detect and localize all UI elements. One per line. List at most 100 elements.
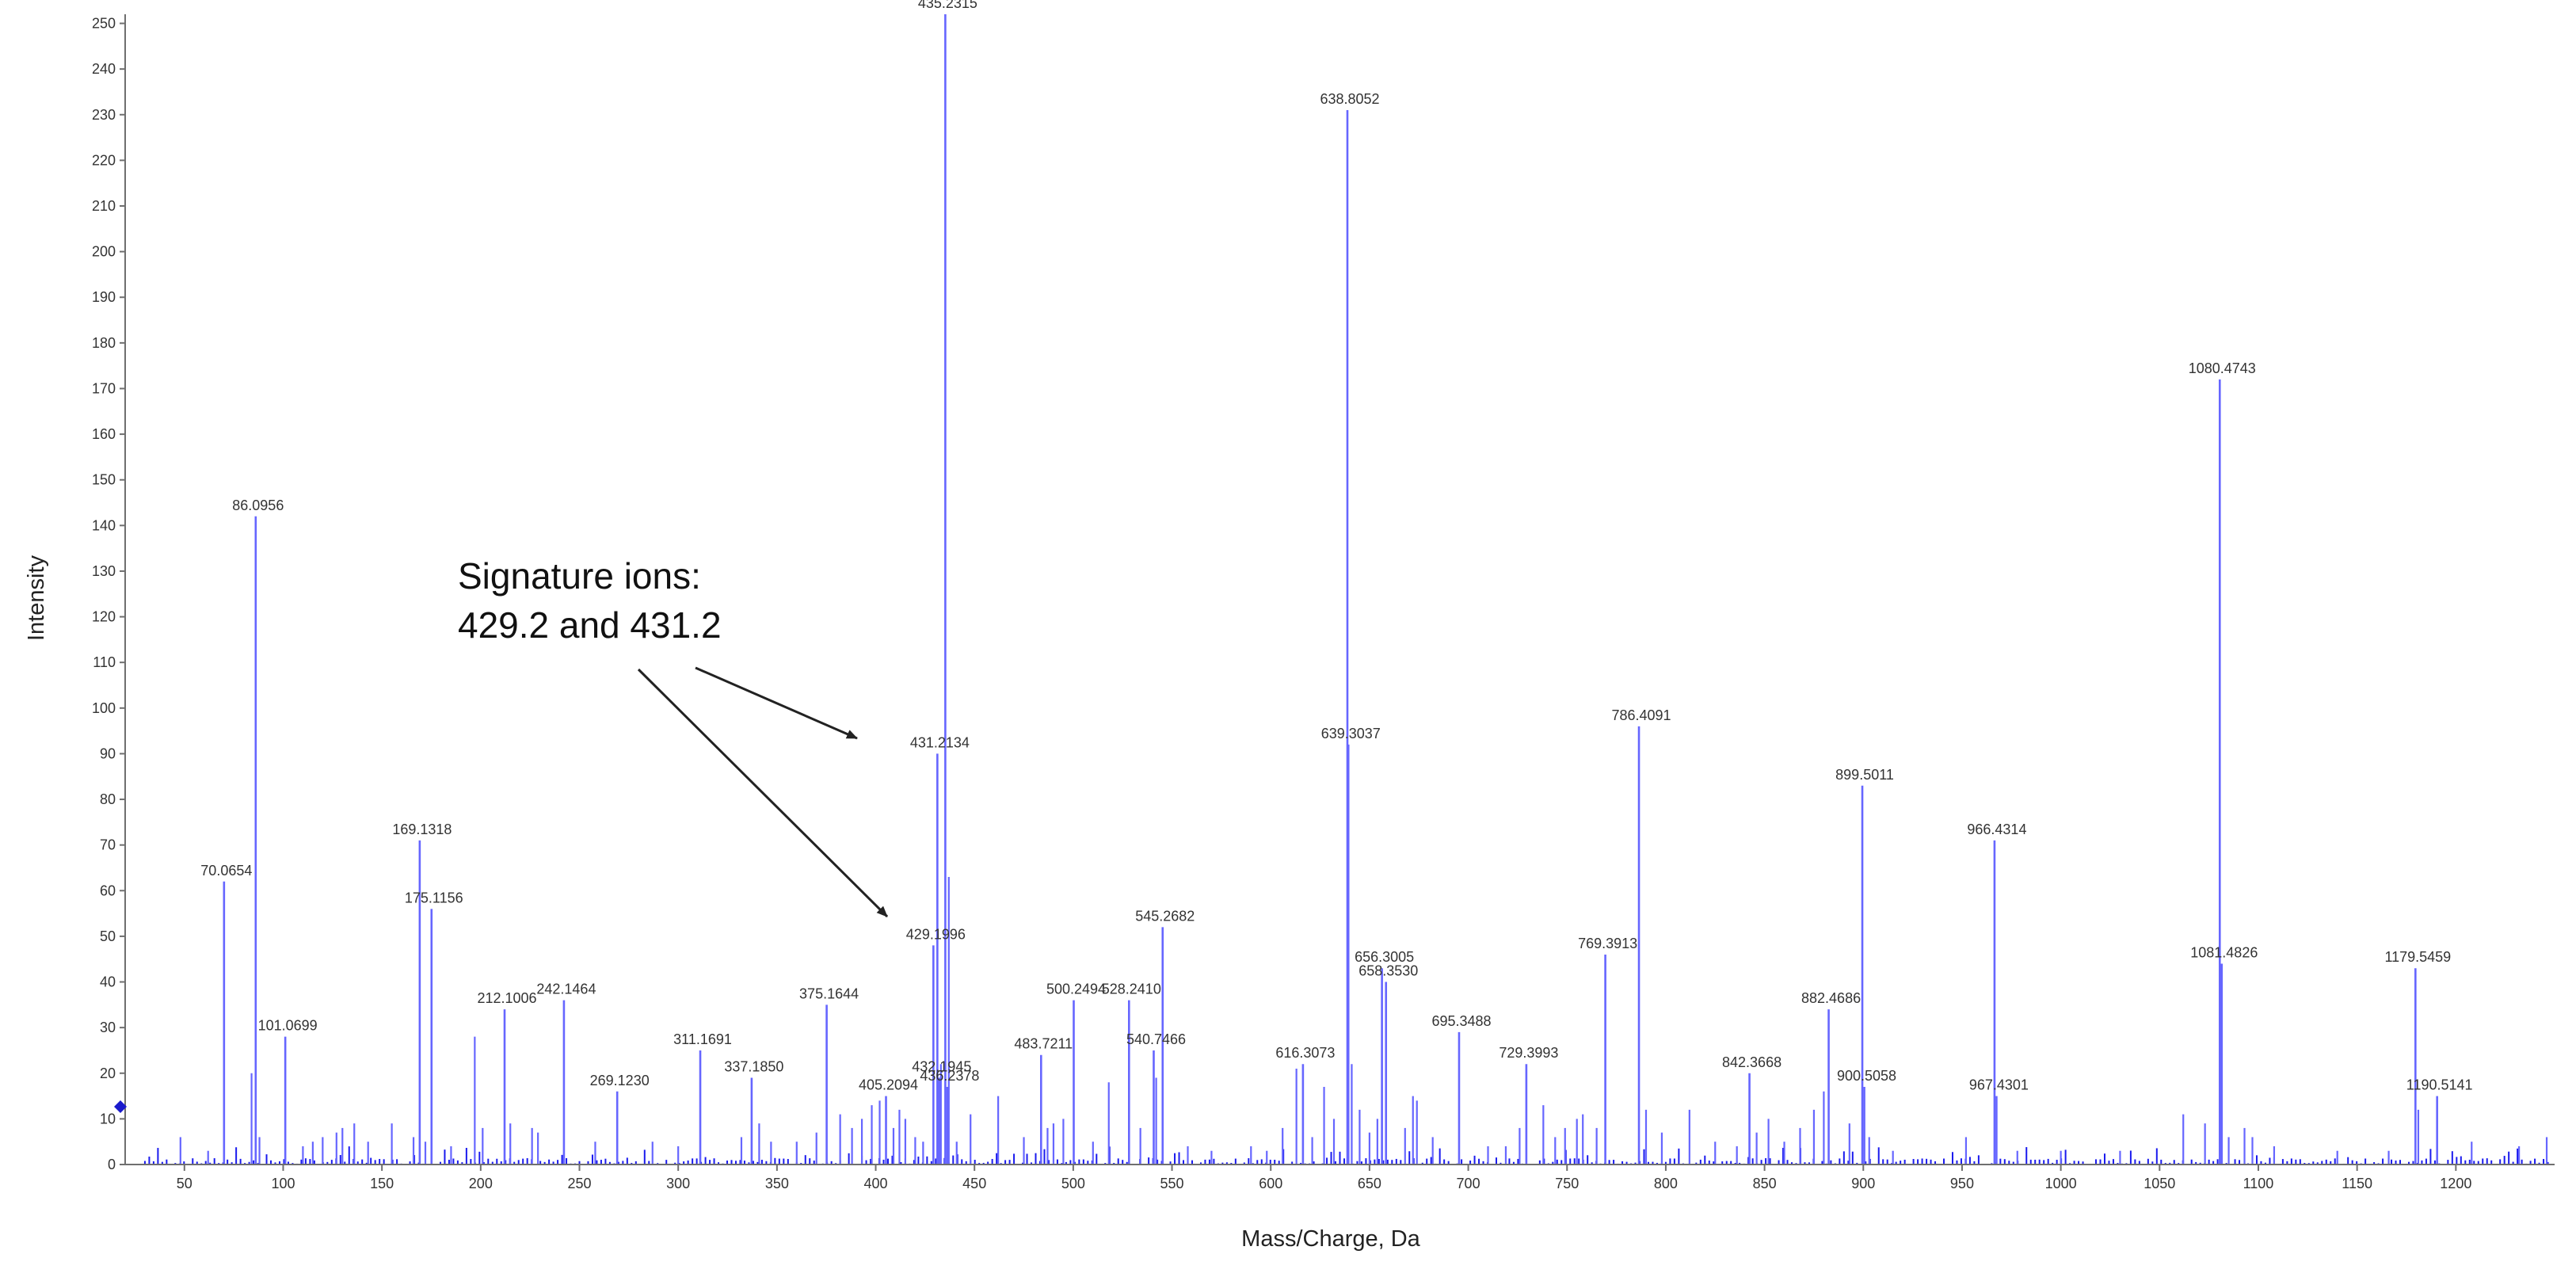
y-tick-label: 0	[108, 1157, 116, 1172]
x-tick-label: 750	[1555, 1176, 1579, 1191]
peak-label: 483.7211	[1014, 1036, 1073, 1052]
peak-label: 769.3913	[1578, 936, 1637, 951]
annotation-arrow-431	[695, 666, 858, 740]
peak-label: 882.4686	[1801, 990, 1861, 1006]
peak-label: 616.3073	[1275, 1045, 1335, 1061]
x-tick-label: 450	[962, 1176, 986, 1191]
peak-label: 429.1996	[906, 926, 966, 942]
x-tick-label: 900	[1851, 1176, 1875, 1191]
x-tick-label: 1200	[2440, 1176, 2471, 1191]
x-tick-label: 50	[177, 1176, 192, 1191]
x-tick-label: 550	[1160, 1176, 1184, 1191]
y-axis-ticks: 0 10 20 30 40 50 60 70 80 90 100 110 120 130 140 150 160…	[92, 16, 125, 1172]
peak-label: 375.1644	[799, 985, 859, 1001]
annotation-arrow-429	[637, 668, 889, 918]
y-tick-label: 160	[92, 426, 116, 442]
y-tick-label: 50	[100, 928, 116, 944]
x-tick-label: 1100	[2243, 1176, 2274, 1191]
annotation-line-1: Signature ions:	[458, 555, 701, 597]
y-tick-label: 200	[92, 244, 116, 260]
peak-label: 1190.5141	[2406, 1077, 2473, 1093]
peak-label: 540.7466	[1126, 1031, 1186, 1047]
minor-peaks	[179, 877, 2548, 1165]
peak-label: 432.1945	[912, 1059, 971, 1075]
peak-label: 695.3488	[1431, 1013, 1491, 1029]
peak-label: 431.2134	[910, 734, 970, 750]
peak-label: 212.1006	[477, 990, 536, 1006]
x-tick-label: 1050	[2143, 1176, 2175, 1191]
y-tick-label: 240	[92, 61, 116, 77]
y-tick-label: 110	[93, 654, 116, 670]
x-tick-label: 850	[1753, 1176, 1777, 1191]
peak-label: 528.2410	[1102, 982, 1161, 997]
y-tick-label: 210	[92, 198, 116, 214]
peak-label: 967.4301	[1969, 1077, 2029, 1093]
x-tick-label: 200	[469, 1176, 493, 1191]
peak-label: 1080.4743	[2189, 360, 2256, 376]
x-tick-label: 800	[1654, 1176, 1678, 1191]
peak-label: 242.1464	[536, 982, 596, 997]
y-tick-label: 10	[100, 1111, 116, 1126]
peak-label: 337.1850	[724, 1059, 783, 1075]
y-axis-title: Intensity	[24, 555, 49, 641]
peak-label: 545.2682	[1135, 908, 1195, 924]
y-tick-label: 220	[92, 152, 116, 168]
y-tick-label: 90	[100, 745, 116, 761]
y-tick-label: 70	[100, 837, 116, 853]
x-tick-label: 500	[1061, 1176, 1085, 1191]
peak-label: 638.8052	[1320, 91, 1379, 107]
y-tick-label: 120	[92, 609, 116, 625]
x-tick-label: 1000	[2045, 1176, 2077, 1191]
x-tick-label: 250	[567, 1176, 591, 1191]
x-tick-label: 650	[1358, 1176, 1381, 1191]
x-tick-label: 350	[765, 1176, 789, 1191]
x-tick-label: 600	[1259, 1176, 1282, 1191]
x-tick-label: 1150	[2342, 1176, 2372, 1191]
signature-ions-annotation: Signature ions: 429.2 and 431.2	[458, 555, 889, 918]
x-axis-title: Mass/Charge, Da	[1241, 1226, 1421, 1252]
y-tick-label: 230	[92, 107, 116, 123]
peak-label: 405.2094	[859, 1077, 918, 1093]
peak-label: 729.3993	[1499, 1045, 1558, 1061]
peak-label: 436.2378	[920, 1068, 979, 1084]
peak-label: 169.1318	[392, 821, 452, 837]
peak-label: 639.3037	[1321, 726, 1381, 741]
peak-label: 786.4091	[1611, 707, 1671, 723]
y-tick-label: 20	[100, 1065, 116, 1081]
peak-label: 842.3668	[1722, 1054, 1781, 1070]
peak-label: 175.1156	[405, 890, 463, 905]
peak-label: 899.5011	[1835, 767, 1894, 783]
peak-label: 86.0956	[232, 497, 284, 513]
y-tick-label: 250	[92, 16, 116, 32]
y-tick-label: 30	[100, 1020, 116, 1035]
x-tick-label: 150	[370, 1176, 394, 1191]
peak-label: 658.3530	[1358, 963, 1418, 979]
labeled-peaks	[223, 14, 2438, 1165]
y-tick-label: 140	[92, 517, 116, 533]
peak-label: 311.1691	[673, 1031, 732, 1047]
x-tick-label: 950	[1950, 1176, 1974, 1191]
y-tick-label: 100	[92, 700, 116, 716]
x-tick-label: 400	[864, 1176, 888, 1191]
y-tick-label: 40	[100, 974, 116, 990]
x-axis-ticks: 50 100 150 200 250 300 350 400 450 500 550 600 650 70…	[177, 1165, 2471, 1191]
y-tick-label: 180	[92, 335, 116, 351]
y-tick-label: 130	[92, 563, 116, 579]
y-tick-label: 80	[100, 791, 116, 807]
y-axis-marker-icon	[114, 1100, 127, 1113]
peak-label: 500.2494	[1046, 982, 1106, 997]
annotation-line-2: 429.2 and 431.2	[458, 604, 722, 646]
peak-label: 435.2315	[918, 0, 977, 11]
peak-label: 966.4314	[1967, 821, 2026, 837]
x-tick-label: 300	[666, 1176, 690, 1191]
peak-labels: 70.0654 86.0956 101.0699 169.1318 175.1156 21…	[200, 0, 2472, 1093]
y-tick-label: 150	[92, 472, 116, 488]
peak-label: 900.5058	[1837, 1068, 1896, 1084]
peak-label: 70.0654	[200, 863, 252, 879]
peak-label: 269.1230	[590, 1073, 650, 1088]
y-tick-label: 190	[92, 289, 116, 305]
y-tick-label: 60	[100, 882, 116, 898]
peak-label: 1081.4826	[2190, 944, 2258, 960]
peak-label: 656.3005	[1355, 949, 1414, 965]
